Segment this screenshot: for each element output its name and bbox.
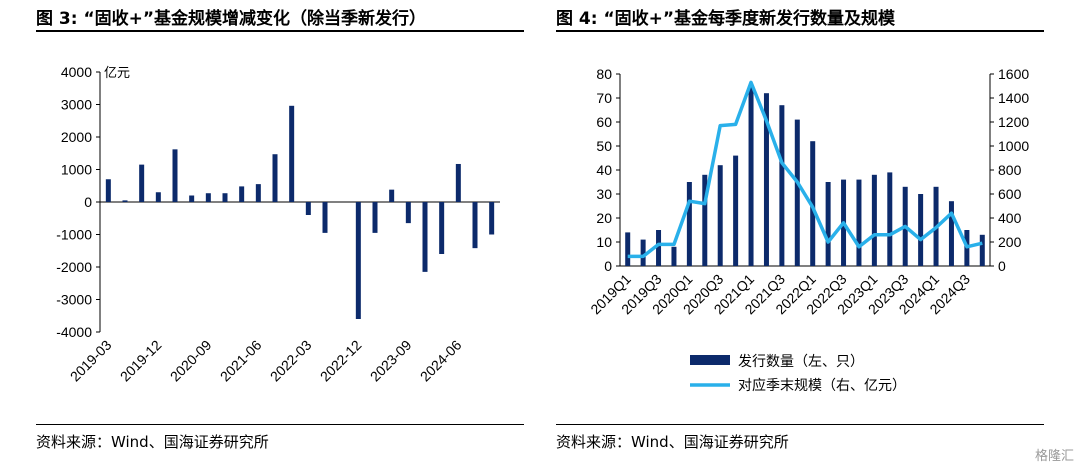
right-chart-left-tick-label: 10 bbox=[596, 234, 612, 250]
right-chart-bar bbox=[918, 194, 924, 266]
right-chart-right-tick-label: 1400 bbox=[998, 90, 1029, 106]
right-chart-left-tick-label: 40 bbox=[596, 162, 612, 178]
left-y-tick-label: -4000 bbox=[56, 324, 92, 340]
left-bar-chart: 40003000200010000-1000-2000-3000-4000亿元2… bbox=[56, 64, 500, 384]
left-y-tick-label: 1000 bbox=[61, 162, 92, 178]
right-chart-right-tick-label: 600 bbox=[998, 186, 1022, 202]
left-bar bbox=[255, 184, 261, 202]
left-chart-source: 资料来源：Wind、国海证券研究所 bbox=[36, 433, 269, 451]
left-bar bbox=[322, 202, 328, 233]
left-bar bbox=[105, 179, 111, 202]
left-y-tick-label: 0 bbox=[84, 194, 92, 210]
right-chart-bar bbox=[794, 119, 800, 266]
left-y-tick-label: 3000 bbox=[61, 97, 92, 113]
left-bar bbox=[239, 186, 245, 202]
right-chart-left-tick-label: 0 bbox=[604, 258, 612, 274]
right-chart-left-tick-label: 30 bbox=[596, 186, 612, 202]
watermark-logo: 格隆汇 bbox=[1034, 449, 1074, 464]
right-chart-bar bbox=[640, 239, 646, 266]
right-chart-left-tick-label: 20 bbox=[596, 210, 612, 226]
left-bar bbox=[472, 202, 478, 249]
left-title-rule bbox=[36, 30, 524, 32]
left-y-tick-label: 2000 bbox=[61, 129, 92, 145]
right-chart-right-tick-label: 0 bbox=[998, 258, 1006, 274]
right-chart-bar bbox=[871, 174, 877, 266]
left-y-tick-label: 4000 bbox=[61, 64, 92, 80]
left-bar bbox=[155, 192, 161, 202]
right-chart-legend-bar-label: 发行数量（左、只） bbox=[738, 353, 864, 369]
left-bar bbox=[305, 202, 311, 215]
right-chart-bar bbox=[763, 93, 769, 266]
right-chart-left-tick-label: 50 bbox=[596, 138, 612, 154]
right-chart-legend-line-label: 对应季末规模（右、亿元） bbox=[738, 377, 906, 393]
right-chart-bar bbox=[779, 105, 785, 266]
left-bar bbox=[139, 164, 145, 202]
right-chart-bar bbox=[717, 165, 723, 266]
right-chart-left-tick-label: 60 bbox=[596, 114, 612, 130]
left-bar bbox=[355, 202, 361, 319]
right-chart-bar bbox=[748, 86, 754, 266]
left-bar bbox=[405, 202, 411, 224]
right-chart-bar bbox=[979, 234, 985, 266]
left-bar bbox=[439, 202, 445, 254]
right-chart-bar bbox=[948, 201, 954, 266]
left-bar bbox=[455, 163, 461, 202]
right-chart-bar bbox=[825, 182, 831, 266]
right-source-rule bbox=[556, 424, 1044, 425]
right-chart-right-tick-label: 1000 bbox=[998, 138, 1029, 154]
left-source-rule bbox=[36, 424, 524, 425]
left-bar bbox=[122, 200, 128, 202]
left-y-tick-label: -2000 bbox=[56, 259, 92, 275]
right-chart-bar bbox=[856, 179, 862, 266]
left-y-tick-label: -3000 bbox=[56, 292, 92, 308]
right-chart-bar bbox=[733, 155, 739, 266]
right-chart-left-tick-label: 70 bbox=[596, 90, 612, 106]
right-chart-bar bbox=[887, 172, 893, 266]
right-chart-right-tick-label: 400 bbox=[998, 210, 1022, 226]
right-combo-chart: 80 70 60 50 40 30 20 10 0 1600 1400 1200 1000 800 600 4… bbox=[587, 66, 1029, 393]
right-chart-legend-bar-swatch bbox=[690, 355, 730, 365]
left-y-unit-label: 亿元 bbox=[104, 65, 130, 80]
left-y-tick-label: -1000 bbox=[56, 227, 92, 243]
right-chart-bar bbox=[671, 246, 677, 266]
left-bar bbox=[422, 202, 428, 272]
right-chart-title: 图 4: “固收+”基金每季度新发行数量及规模 bbox=[556, 9, 896, 29]
left-bar bbox=[205, 193, 211, 202]
right-chart-line-series bbox=[627, 80, 983, 259]
right-chart-right-tick-label: 200 bbox=[998, 234, 1022, 250]
right-chart-source: 资料来源：Wind、国海证券研究所 bbox=[556, 433, 789, 451]
left-bar bbox=[272, 154, 278, 202]
right-chart-right-tick-label: 1600 bbox=[998, 66, 1029, 82]
left-chart-title: 图 3: “固收+”基金规模增减变化（除当季新发行） bbox=[36, 9, 427, 29]
left-bar bbox=[172, 149, 178, 202]
right-chart-bar bbox=[810, 141, 816, 266]
right-title-rule bbox=[556, 30, 1044, 32]
left-bar bbox=[222, 193, 228, 202]
right-chart-right-tick-label: 800 bbox=[998, 162, 1022, 178]
right-chart-left-tick-label: 80 bbox=[596, 66, 612, 82]
right-chart-bar bbox=[625, 232, 631, 266]
left-bar bbox=[389, 189, 395, 202]
left-bar bbox=[489, 202, 495, 235]
left-bar bbox=[189, 195, 195, 202]
left-bar bbox=[372, 202, 378, 233]
right-chart-bar bbox=[686, 182, 692, 266]
right-chart-right-tick-label: 1200 bbox=[998, 114, 1029, 130]
right-chart-bar bbox=[656, 230, 662, 266]
right-chart-bar bbox=[702, 174, 708, 266]
left-bar bbox=[289, 105, 295, 202]
